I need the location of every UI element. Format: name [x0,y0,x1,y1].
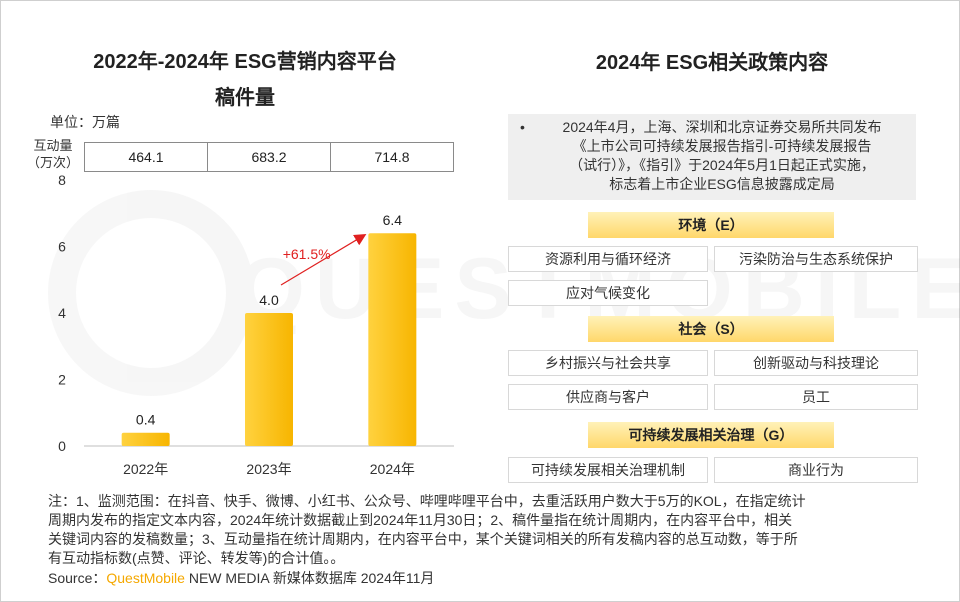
policy-box: • 2024年4月，上海、深圳和北京证券交易所共同发布 《上市公司可持续发展报告… [508,114,916,200]
tag-business-conduct: 商业行为 [714,457,918,483]
growth-annotation: +61.5% [283,246,331,262]
source-brand: QuestMobile [106,570,185,586]
section-header-social: 社会（S） [588,316,834,342]
interaction-label-line-2: （万次） [26,155,79,170]
interaction-value-2024: 714.8 [374,149,410,165]
tag-resource-circular: 资源利用与循环经济 [508,246,708,272]
left-title-line-2: 稿件量 [215,87,275,109]
bar-value-label-1: 4.0 [259,292,279,308]
interaction-label: 互动量 （万次） [24,137,82,171]
y-tick-label-0: 0 [58,438,66,454]
x-tick-label-0: 2022年 [123,461,168,477]
policy-line-3: （试行）》，《指引》于2024年5月1日起正式实施， [569,157,875,173]
source-prefix: Source： [48,570,107,586]
y-tick-label-2: 4 [58,305,66,321]
bar-2 [368,233,417,446]
y-tick-label-3: 6 [58,239,66,255]
right-title: 2024年 ESG相关政策内容 [595,52,829,74]
interaction-value-2023: 683.2 [208,143,331,171]
source-line: Source：QuestMobile NEW MEDIA 新媒体数据库 2024… [48,568,434,588]
section-header-environment: 环境（E） [588,212,834,238]
interaction-label-line-1: 互动量 [33,138,73,153]
left-title-line-1: 2022年-2024年 ESG营销内容平台 [93,51,397,73]
bar-value-label-0: 0.4 [136,412,156,428]
tag-climate-change: 应对气候变化 [508,280,708,306]
policy-line-2: 《上市公司可持续发展报告指引-可持续发展报告 [572,138,872,154]
x-tick-label-2: 2024年 [370,461,415,477]
interaction-table: 464.1 683.2 714.8 [84,142,454,172]
tag-innovation-tech: 创新驱动与科技理论 [714,350,918,376]
unit-label: 单位：万篇 [50,114,120,130]
bar-1 [245,313,293,446]
x-tick-label-1: 2023年 [246,461,291,477]
policy-bullet: • [520,119,525,135]
growth-arrow [280,233,367,286]
y-tick-label-4: 8 [58,172,66,188]
bar-value-label-2: 6.4 [383,212,403,228]
footnote: 注：1、监测范围：在抖音、快手、微博、小红书、公众号、哔哩哔哩平台中，去重活跃用… [48,492,918,568]
policy-line-1: 2024年4月，上海、深圳和北京证券交易所共同发布 [562,119,882,135]
footnote-line-3: 关键词内容的发稿数量；3、互动量指在统计周期内，在内容平台中，某个关键词相关的所… [48,531,798,547]
policy-line-4: 标志着上市企业ESG信息披露成定局 [609,176,835,192]
footnote-line-1: 注：1、监测范围：在抖音、快手、微博、小红书、公众号、哔哩哔哩平台中，去重活跃用… [48,493,806,509]
tag-pollution-ecology: 污染防治与生态系统保护 [714,246,918,272]
tag-employees: 员工 [714,384,918,410]
left-chart-title: 2022年-2024年 ESG营销内容平台 稿件量 [60,44,430,116]
bar-0 [121,432,170,446]
tag-rural-revitalization: 乡村振兴与社会共享 [508,350,708,376]
footnote-line-2: 周期内发布的指定文本内容，2024年统计数据截止到2024年11月30日；2、稿… [48,512,793,528]
interaction-value-2022: 464.1 [85,143,208,171]
y-tick-label-1: 2 [58,372,66,388]
source-suffix: NEW MEDIA 新媒体数据库 2024年11月 [184,570,435,586]
tag-suppliers-customers: 供应商与客户 [508,384,708,410]
bar-chart: 0 2 4 6 8 0.4 2022年 4.0 2023年 6.4 2024年 +61.5% [58,172,454,477]
tag-governance-mechanism: 可持续发展相关治理机制 [508,457,708,483]
section-header-governance: 可持续发展相关治理（G） [588,422,834,448]
footnote-line-4: 有互动指标数(点赞、评论、转发等)的合计值。。 [48,550,345,566]
